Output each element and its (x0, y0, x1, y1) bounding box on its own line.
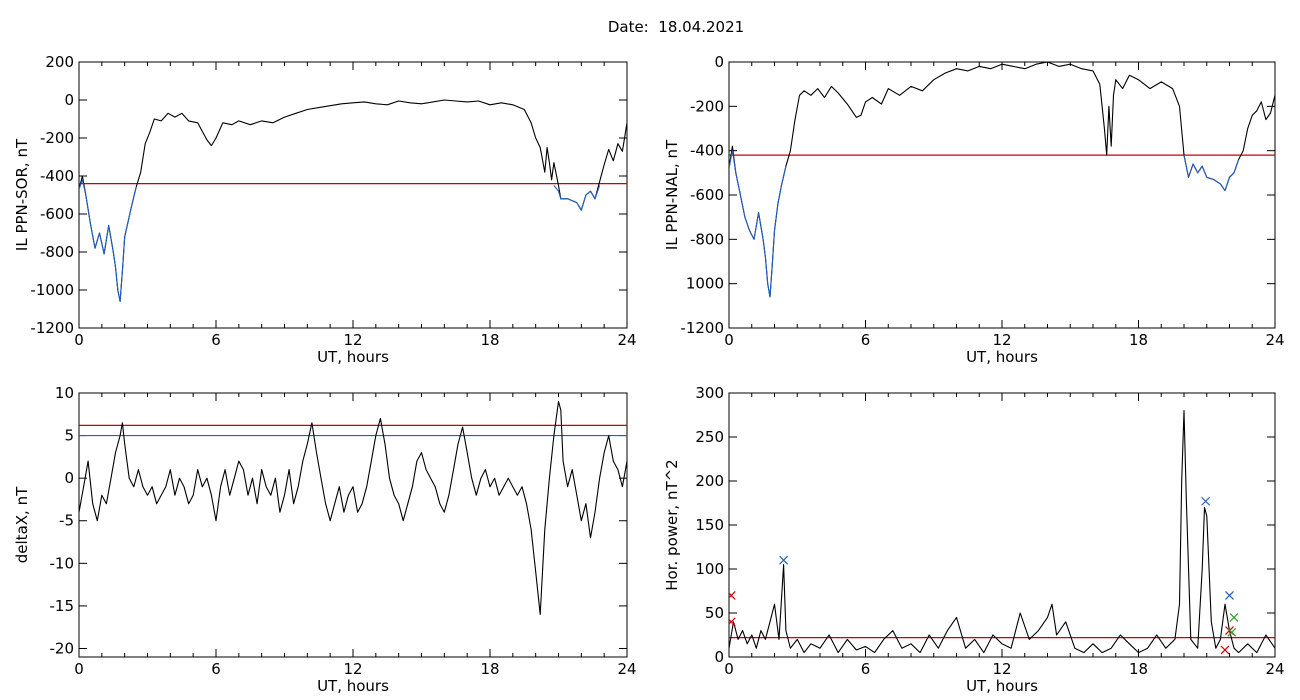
chart-panel-3: 0 6 12 18 24 -20 -15 -10 -5 0 5 10 UT, hours deltaX, … (13, 384, 637, 695)
x-tick-label: 0 (74, 331, 84, 349)
x-axis-label: UT, hours (966, 677, 1038, 695)
plot-frame (728, 61, 1276, 329)
x-tick-label: 12 (343, 660, 362, 678)
x-marker (1229, 612, 1239, 622)
chart-panel-1: 0 6 12 18 24 -1200 -1000 -800 -600 -400 -200 0 200 UT… (13, 53, 637, 366)
y-tick-label: -5 (59, 512, 74, 530)
series-line (729, 410, 1275, 654)
x-axis-label: UT, hours (966, 348, 1038, 366)
y-axis-label: IL PPN-SOR, nT (13, 138, 31, 251)
plot-area (729, 62, 1275, 298)
x-tick-label: 6 (861, 331, 871, 349)
y-tick-label: -400 (690, 142, 724, 160)
y-tick-label: -20 (50, 639, 75, 657)
plot-area (79, 400, 627, 615)
x-tick-label: 24 (1265, 331, 1284, 349)
y-tick-label: -800 (690, 230, 724, 248)
plot-frame (728, 392, 1276, 658)
x-tick-label: 18 (1129, 660, 1148, 678)
y-tick-label: 300 (695, 384, 724, 402)
plot-area (79, 99, 627, 302)
y-tick-label: 100 (695, 560, 724, 578)
x-tick-label: 24 (617, 331, 636, 349)
y-tick-label: -15 (50, 597, 75, 615)
x-marker (729, 590, 736, 600)
y-tick-label: -400 (40, 167, 74, 185)
y-tick-label: 10 (55, 384, 74, 402)
x-tick-label: 18 (1129, 331, 1148, 349)
y-tick-label: -1200 (30, 319, 74, 337)
plot-frame (78, 61, 628, 329)
highlight-segment (79, 179, 137, 302)
y-tick-label: 5 (64, 427, 74, 445)
series-line (79, 99, 627, 302)
y-tick-label: -600 (40, 205, 74, 223)
x-tick-label: 18 (480, 331, 499, 349)
x-marker (779, 555, 789, 565)
y-tick-label: 0 (64, 91, 74, 109)
y-tick-label: 1000 (686, 275, 724, 293)
x-marker (729, 617, 736, 627)
y-tick-label: 50 (705, 604, 724, 622)
x-axis-label: UT, hours (317, 348, 389, 366)
y-tick-label: -200 (40, 129, 74, 147)
y-tick-label: 150 (695, 516, 724, 534)
y-tick-label: -1000 (30, 281, 74, 299)
y-tick-label: -600 (690, 186, 724, 204)
x-marker (1225, 590, 1234, 600)
x-tick-label: 24 (617, 660, 636, 678)
x-marker (1201, 496, 1211, 506)
y-tick-label: 0 (714, 53, 724, 71)
series-line (729, 62, 1275, 298)
y-tick-label: 0 (64, 469, 74, 487)
x-tick-label: 12 (992, 331, 1011, 349)
page-title: Date: 18.04.2021 (607, 18, 745, 36)
x-axis-label: UT, hours (317, 677, 389, 695)
x-tick-label: 0 (724, 331, 734, 349)
y-tick-label: 200 (695, 472, 724, 490)
y-tick-label: -1200 (680, 319, 724, 337)
series-line (79, 400, 627, 615)
x-tick-label: 12 (992, 660, 1011, 678)
y-axis-label: Hor. power, nT^2 (663, 459, 681, 590)
y-axis-label: deltaX, nT (13, 486, 31, 563)
highlight-segment (729, 150, 787, 298)
x-tick-label: 0 (74, 660, 84, 678)
x-tick-label: 6 (211, 331, 221, 349)
x-tick-label: 12 (343, 331, 362, 349)
y-tick-label: 200 (45, 53, 74, 71)
highlight-segment (1183, 154, 1240, 192)
x-tick-label: 0 (724, 660, 734, 678)
y-tick-label: -200 (690, 97, 724, 115)
x-marker (1220, 645, 1230, 655)
x-tick-label: 24 (1265, 660, 1284, 678)
y-tick-label: 0 (714, 648, 724, 666)
y-axis-label: IL PPN-NAL, nT (663, 139, 681, 250)
x-tick-label: 18 (480, 660, 499, 678)
highlight-segment (553, 185, 601, 211)
chart-panel-2: 0 6 12 18 24 -1200 1000 -800 -600 -400 -200 0 UT, ho… (663, 53, 1285, 366)
x-marker (1227, 627, 1237, 637)
y-tick-label: -800 (40, 243, 74, 261)
y-tick-label: -10 (50, 554, 75, 572)
chart-panel-4: 0 6 12 18 24 0 50 100 150 200 250 300 UT, hours Hor. … (663, 384, 1285, 695)
x-tick-label: 6 (861, 660, 871, 678)
plot-area (729, 410, 1275, 655)
x-tick-label: 6 (211, 660, 221, 678)
y-tick-label: 250 (695, 428, 724, 446)
